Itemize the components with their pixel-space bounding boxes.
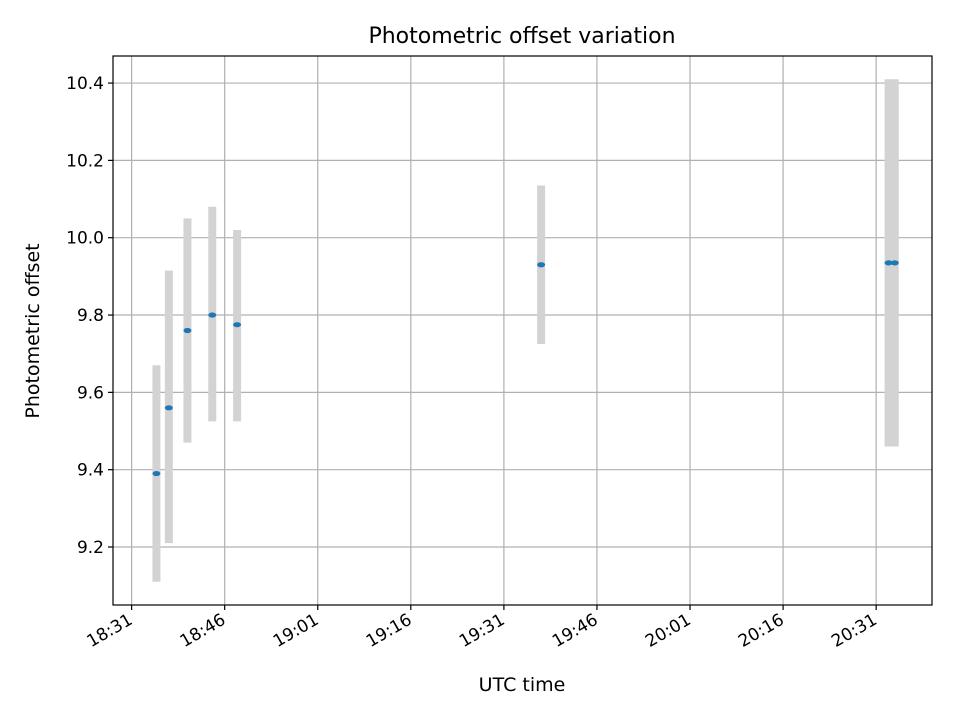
y-tick-label: 10.2 (66, 151, 104, 171)
data-point (208, 312, 217, 318)
y-tick-label: 9.6 (77, 383, 104, 403)
y-tick-label: 9.2 (77, 538, 104, 558)
chart-title: Photometric offset variation (368, 24, 675, 49)
y-tick-label: 10.4 (66, 74, 104, 94)
grid-lines (113, 56, 932, 605)
data-point (164, 405, 173, 411)
data-point (884, 260, 893, 266)
data-point (183, 327, 192, 334)
y-axis-label: Photometric offset (22, 243, 44, 418)
x-axis-label: UTC time (479, 674, 566, 696)
y-tick-label: 9.8 (77, 306, 104, 326)
data-point (890, 260, 899, 266)
plot-frame (112, 55, 933, 606)
data-point (537, 262, 546, 268)
data-point (152, 470, 161, 477)
y-tick-label: 10.0 (66, 229, 104, 249)
data-point (233, 322, 242, 328)
y-tick-label: 9.4 (77, 461, 104, 481)
data-points (152, 260, 899, 477)
